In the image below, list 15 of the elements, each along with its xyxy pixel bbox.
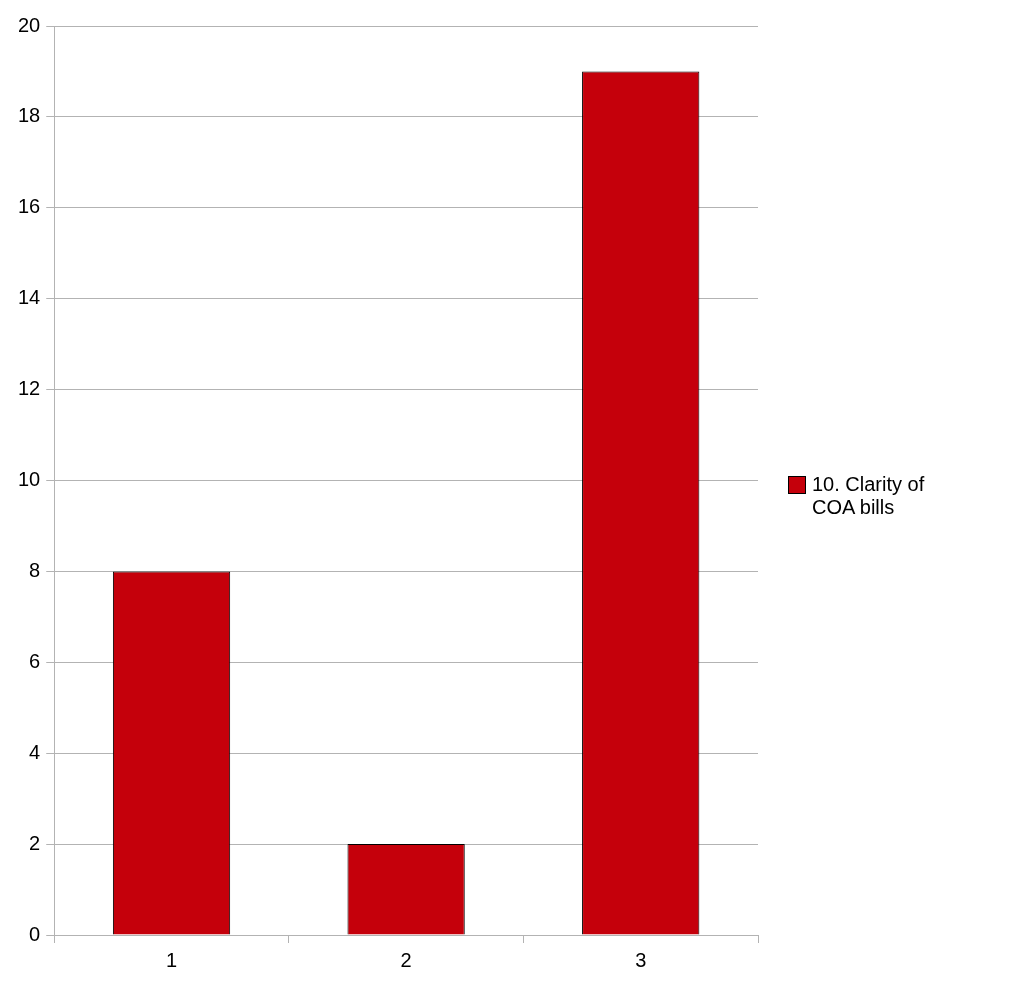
y-tick-label: 20 [18, 13, 41, 36]
y-tick-label: 0 [29, 922, 41, 945]
y-tick-label: 6 [29, 649, 41, 672]
y-tick-label: 8 [29, 558, 41, 581]
x-tick-label: 3 [635, 948, 647, 971]
y-tick-label: 10 [18, 468, 41, 491]
y-tick-label: 12 [18, 377, 41, 400]
y-tick-label: 18 [18, 104, 41, 127]
x-tick-label: 1 [165, 948, 178, 971]
y-tick-label: 14 [18, 286, 41, 309]
x-tick-label: 2 [400, 948, 412, 971]
y-tick-label: 2 [29, 831, 41, 854]
y-tick-label: 4 [29, 740, 41, 763]
legend-label: 10. Clarity of COA bills [812, 472, 926, 519]
y-tick-label: 16 [18, 195, 41, 218]
